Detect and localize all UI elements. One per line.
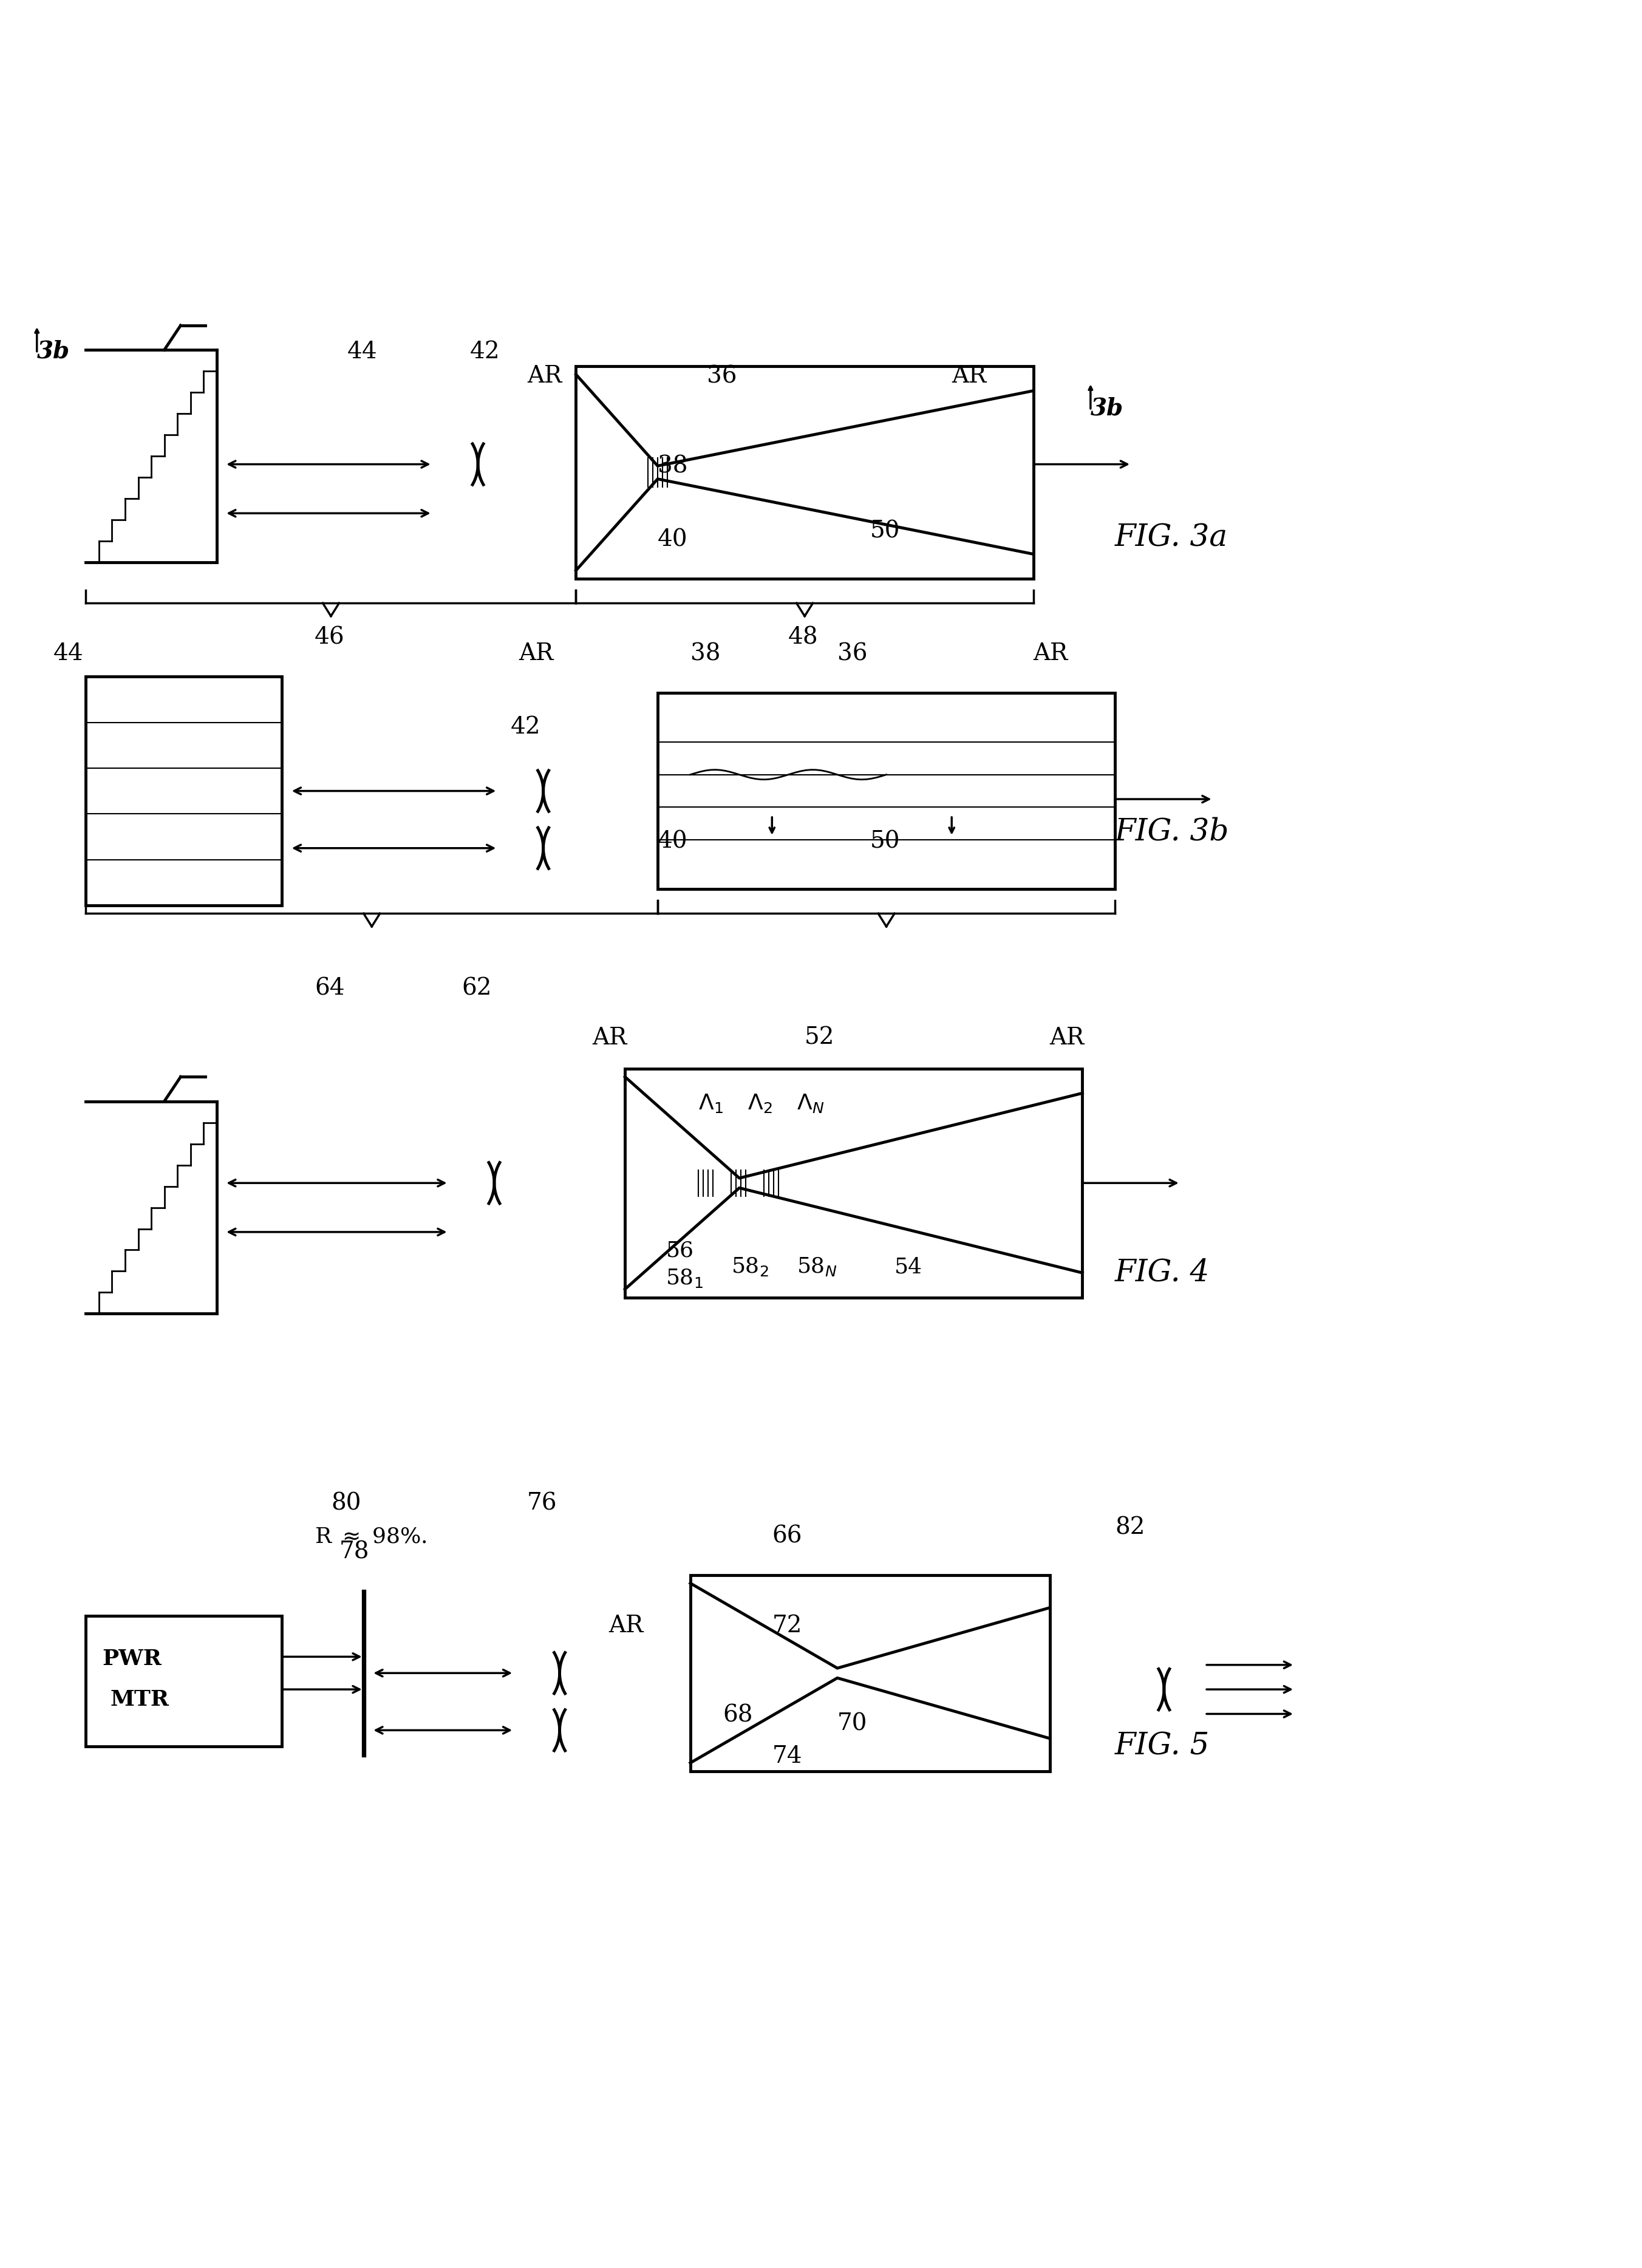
Text: 40: 40 bbox=[658, 528, 688, 551]
Text: 50: 50 bbox=[870, 830, 900, 853]
Text: AR: AR bbox=[527, 365, 562, 388]
Text: $\Lambda_1$: $\Lambda_1$ bbox=[698, 1093, 722, 1114]
Text: 3b: 3b bbox=[1090, 397, 1123, 420]
Text: 36: 36 bbox=[837, 642, 867, 665]
Text: 78: 78 bbox=[340, 1540, 369, 1563]
Text: 62: 62 bbox=[461, 978, 491, 1000]
Text: R $\approx$ 98%.: R $\approx$ 98%. bbox=[315, 1526, 427, 1547]
Text: 52: 52 bbox=[805, 1027, 834, 1050]
Text: FIG. 3b: FIG. 3b bbox=[1115, 816, 1230, 846]
Text: AR: AR bbox=[1049, 1027, 1084, 1050]
Text: 38: 38 bbox=[658, 456, 688, 476]
Text: $\Lambda_2$: $\Lambda_2$ bbox=[747, 1093, 772, 1114]
Text: MTR: MTR bbox=[110, 1690, 169, 1710]
Text: 58$_1$: 58$_1$ bbox=[665, 1268, 703, 1288]
Text: 48: 48 bbox=[788, 626, 818, 649]
Bar bbox=[576, 365, 1033, 578]
Text: FIG. 4: FIG. 4 bbox=[1115, 1259, 1210, 1288]
Bar bbox=[658, 694, 1115, 889]
Text: 76: 76 bbox=[527, 1492, 557, 1515]
Text: 42: 42 bbox=[511, 717, 540, 739]
Text: 42: 42 bbox=[470, 340, 499, 363]
Text: AR: AR bbox=[519, 642, 553, 665]
Text: AR: AR bbox=[593, 1027, 627, 1050]
Text: 66: 66 bbox=[772, 1524, 801, 1547]
Text: 80: 80 bbox=[332, 1492, 361, 1515]
Text: 3b: 3b bbox=[36, 340, 69, 363]
Text: 44: 44 bbox=[346, 340, 378, 363]
Bar bbox=[85, 1615, 282, 1746]
Text: 50: 50 bbox=[870, 519, 900, 542]
Text: 58$_2$: 58$_2$ bbox=[731, 1256, 768, 1277]
Text: 58$_N$: 58$_N$ bbox=[796, 1256, 837, 1277]
Text: FIG. 3a: FIG. 3a bbox=[1115, 522, 1228, 553]
Text: 46: 46 bbox=[315, 626, 345, 649]
Bar bbox=[85, 676, 282, 905]
Text: 74: 74 bbox=[772, 1746, 803, 1767]
Text: 44: 44 bbox=[53, 642, 84, 665]
Text: FIG. 5: FIG. 5 bbox=[1115, 1730, 1210, 1762]
Text: 72: 72 bbox=[772, 1615, 801, 1637]
Text: 40: 40 bbox=[658, 830, 688, 853]
Text: PWR: PWR bbox=[102, 1649, 161, 1669]
Bar bbox=[690, 1574, 1049, 1771]
Text: AR: AR bbox=[1033, 642, 1069, 665]
Text: 70: 70 bbox=[837, 1712, 867, 1735]
Text: 38: 38 bbox=[690, 642, 721, 665]
Text: $\Lambda_N$: $\Lambda_N$ bbox=[796, 1093, 824, 1114]
Bar bbox=[626, 1068, 1082, 1297]
Text: 82: 82 bbox=[1115, 1517, 1144, 1540]
Text: 54: 54 bbox=[895, 1256, 923, 1277]
Text: 64: 64 bbox=[315, 978, 345, 1000]
Text: AR: AR bbox=[609, 1615, 644, 1637]
Text: 36: 36 bbox=[706, 365, 737, 388]
Text: 68: 68 bbox=[722, 1706, 754, 1726]
Text: AR: AR bbox=[952, 365, 987, 388]
Text: 56: 56 bbox=[665, 1241, 693, 1261]
